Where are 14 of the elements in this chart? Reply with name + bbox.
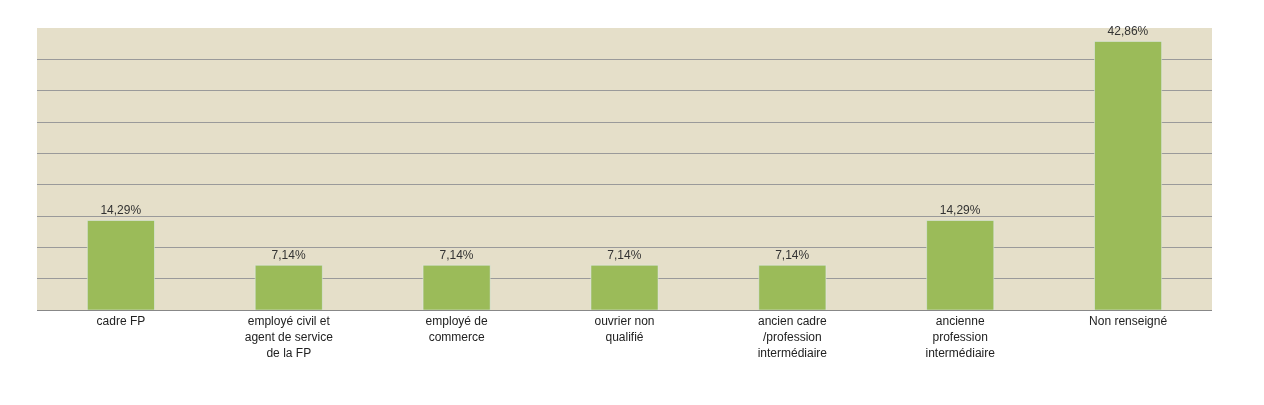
x-tick-label: ancienne profession intermédiaire [925,314,996,360]
data-label: 7,14% [775,248,810,263]
data-label: 42,86% [1107,24,1149,39]
x-tick-label: Non renseigné [1089,314,1168,329]
data-label: 14,29% [939,203,981,218]
x-tick-label: employé de commerce [425,314,488,344]
data-label: 14,29% [100,203,142,218]
data-label: 7,14% [439,248,474,263]
x-tick-label: ouvrier non qualifié [594,314,655,344]
data-label: 7,14% [271,248,306,263]
x-tick-label: cadre FP [96,314,146,329]
x-tick-label: employé civil et agent de service de la FP [244,314,334,360]
x-tick-label: ancien cadre /profession intermédiaire [757,314,828,360]
data-label: 7,14% [607,248,642,263]
